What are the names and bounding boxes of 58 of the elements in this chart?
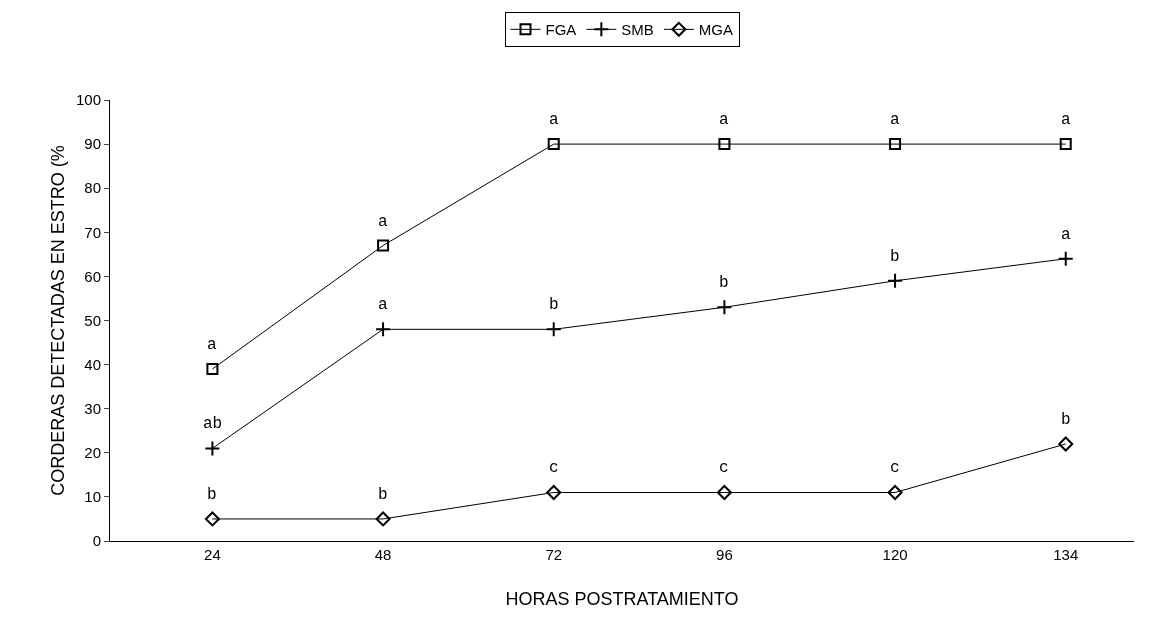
y-tick-label: 70 xyxy=(84,223,101,241)
annotation: a xyxy=(207,336,217,354)
point xyxy=(547,138,560,151)
annotation: c xyxy=(890,459,900,477)
x-tick-label: 48 xyxy=(374,546,392,563)
legend-label: FGA xyxy=(545,21,577,39)
annotation: b xyxy=(719,274,729,292)
point xyxy=(204,511,220,527)
y-tick-label: 40 xyxy=(84,355,101,373)
annotation: c xyxy=(549,459,559,477)
annotation: a xyxy=(378,296,388,314)
x-tick-label: 134 xyxy=(1053,546,1079,563)
annotation: a xyxy=(1061,226,1071,244)
x-tick-label: 24 xyxy=(204,546,221,563)
y-tick-label: 90 xyxy=(84,135,101,153)
x-tick-label: 72 xyxy=(545,546,563,563)
y-tick-label: 30 xyxy=(84,399,101,417)
point xyxy=(545,321,562,338)
x-tick-label: 120 xyxy=(882,546,908,563)
x-axis-title: HORAS POSTRATAMIENTO xyxy=(505,589,739,609)
point xyxy=(206,363,219,376)
annotation: c xyxy=(719,459,729,477)
y-tick-label: 50 xyxy=(84,311,101,329)
y-tick-label: 60 xyxy=(84,267,101,285)
annotation: a xyxy=(1061,111,1071,129)
annotation: b xyxy=(549,296,559,314)
annotation: b xyxy=(890,248,900,266)
point xyxy=(1059,138,1072,151)
legend-label: SMB xyxy=(621,21,654,39)
point xyxy=(718,138,731,151)
point xyxy=(375,511,391,527)
point xyxy=(1057,250,1074,267)
point xyxy=(375,321,392,338)
annotation: a xyxy=(719,111,729,129)
legend-label: MGA xyxy=(698,21,734,39)
annotation: a xyxy=(378,213,388,231)
point xyxy=(716,299,733,316)
y-tick-label: 0 xyxy=(92,532,101,550)
annotation: b xyxy=(378,486,388,504)
annotation: b xyxy=(207,486,217,504)
point xyxy=(377,239,390,252)
y-tick-label: 80 xyxy=(84,179,101,197)
point xyxy=(546,484,562,500)
y-tick-label: 10 xyxy=(84,488,101,506)
y-axis-title: CORDERAS DETECTADAS EN ESTRO (% xyxy=(48,145,68,496)
point xyxy=(716,484,732,500)
y-tick-label: 100 xyxy=(75,91,101,109)
point xyxy=(1058,436,1074,452)
point xyxy=(887,484,903,500)
y-tick-label: 20 xyxy=(84,444,101,462)
annotation: a xyxy=(549,111,559,129)
annotation: a xyxy=(890,111,900,129)
annotation: b xyxy=(1061,411,1071,429)
point xyxy=(204,440,221,457)
x-tick-label: 96 xyxy=(716,546,733,563)
point xyxy=(887,272,904,289)
point xyxy=(889,138,902,151)
annotation: ab xyxy=(203,415,223,433)
